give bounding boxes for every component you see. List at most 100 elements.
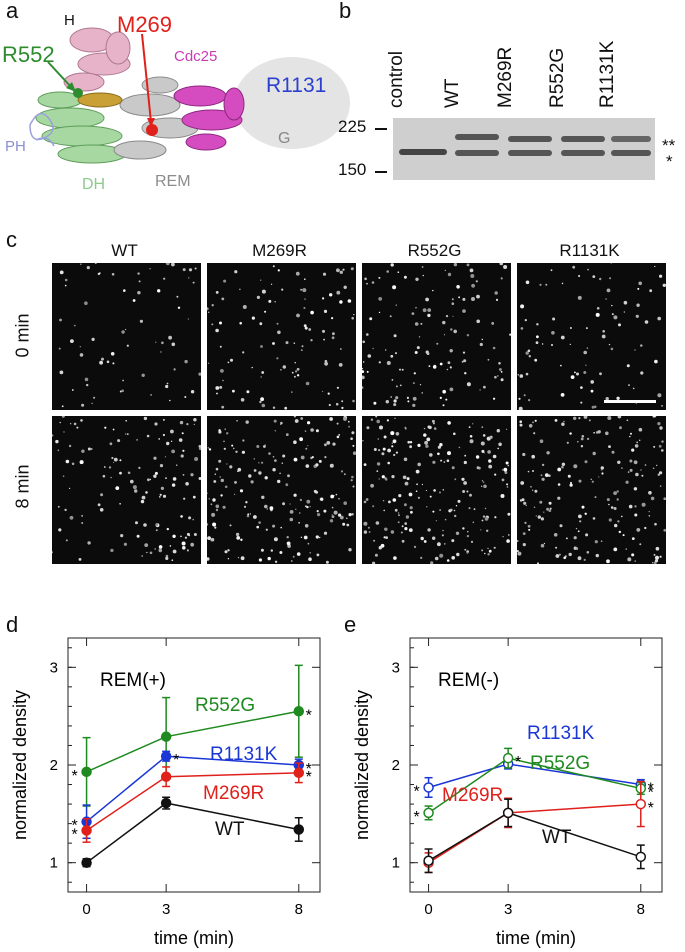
- speckle: [378, 449, 381, 452]
- speckle: [119, 471, 122, 475]
- series-line: [86, 802, 299, 864]
- speckle: [472, 423, 474, 425]
- speckle: [648, 510, 650, 513]
- speckle: [539, 283, 542, 286]
- speckle: [350, 437, 353, 440]
- speckle: [568, 552, 572, 557]
- speckle: [219, 345, 222, 348]
- speckle: [623, 311, 625, 313]
- speckle: [390, 530, 395, 534]
- speckle: [399, 384, 402, 387]
- speckle: [68, 444, 72, 448]
- speckle: [634, 560, 636, 562]
- speckle: [383, 536, 386, 539]
- speckle: [385, 400, 389, 404]
- speckle: [361, 370, 365, 374]
- speckle: [404, 527, 408, 531]
- speckle: [187, 318, 189, 320]
- speckle: [641, 502, 646, 507]
- speckle: [285, 433, 289, 436]
- speckle: [447, 361, 451, 365]
- data-point: [502, 807, 514, 819]
- speckle: [422, 274, 425, 277]
- speckle: [206, 492, 208, 494]
- lane-label-control: control: [386, 50, 407, 108]
- series-label: R1131K: [210, 744, 278, 765]
- speckle: [381, 452, 385, 456]
- speckle: [528, 528, 531, 531]
- speckle: [590, 478, 592, 480]
- chart-rem-plus: 1 2 3 0 3 8 time (min) normalized density REM(+)…: [10, 637, 321, 948]
- speckle: [578, 417, 581, 420]
- speckle: [634, 444, 639, 448]
- speckle: [503, 467, 508, 472]
- speckle: [428, 425, 432, 430]
- band-lower-control: [399, 149, 447, 155]
- m269-arrow: [141, 33, 152, 123]
- speckle: [586, 437, 590, 441]
- speckle: [294, 362, 296, 364]
- speckle: [302, 288, 307, 293]
- speckle: [194, 457, 199, 461]
- speckle: [522, 452, 526, 457]
- speckle: [577, 295, 582, 300]
- y-axis-label: normalized density: [352, 690, 372, 840]
- speckle: [392, 439, 397, 444]
- speckle: [165, 554, 169, 558]
- speckle: [327, 392, 330, 395]
- speckle: [404, 481, 409, 486]
- speckle: [104, 426, 107, 429]
- speckle: [442, 389, 446, 394]
- speckle: [489, 435, 493, 439]
- speckle: [534, 358, 538, 362]
- speckle: [506, 540, 509, 542]
- speckle: [416, 346, 420, 350]
- speckle: [628, 504, 633, 509]
- series-label: R1131K: [527, 723, 595, 744]
- speckle: [206, 557, 210, 561]
- speckle: [443, 334, 446, 336]
- speckle: [649, 289, 653, 293]
- speckle: [336, 422, 339, 425]
- speckle: [531, 454, 535, 459]
- speckle: [215, 508, 219, 512]
- significance-mark: *: [648, 784, 654, 801]
- speckle: [90, 448, 93, 450]
- series-label: M269R: [203, 783, 264, 804]
- speckle: [400, 531, 403, 534]
- speckle: [497, 447, 499, 450]
- speckle: [136, 439, 138, 441]
- speckle: [532, 470, 534, 472]
- speckle: [111, 456, 114, 460]
- data-point: [160, 750, 172, 762]
- speckle: [243, 505, 247, 508]
- speckle: [266, 508, 268, 510]
- label-r552: R552: [2, 42, 55, 67]
- series-label: WT: [215, 819, 245, 840]
- speckle: [80, 263, 82, 265]
- speckle: [138, 280, 141, 283]
- speckle: [374, 553, 378, 557]
- speckle: [214, 526, 217, 529]
- micrograph-m269r-8min: [205, 415, 357, 564]
- speckle: [487, 358, 490, 361]
- col-label-r552g: R552G: [407, 241, 462, 260]
- speckle: [433, 427, 437, 430]
- y-tick-label: 1: [50, 855, 58, 872]
- speckle: [310, 428, 314, 432]
- speckle: [398, 514, 400, 516]
- speckle: [413, 545, 417, 549]
- x-axis-label: time (min): [154, 928, 234, 948]
- speckle: [402, 475, 407, 480]
- speckle: [496, 429, 500, 433]
- speckle: [661, 405, 663, 407]
- speckle: [166, 382, 169, 385]
- speckle: [517, 551, 522, 556]
- speckle: [298, 522, 300, 524]
- speckle: [115, 486, 120, 490]
- speckle: [600, 468, 603, 471]
- speckle: [632, 387, 635, 390]
- speckle: [227, 549, 230, 552]
- speckle: [607, 416, 612, 420]
- speckle: [239, 321, 242, 325]
